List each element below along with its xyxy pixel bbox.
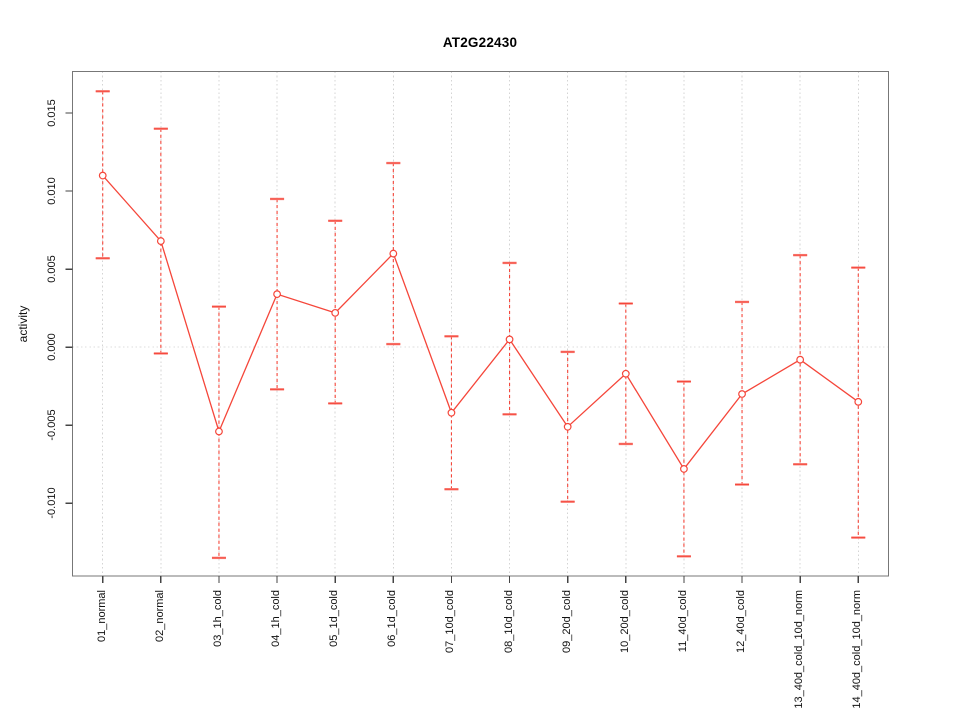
y-tick-label: 0.010	[46, 177, 58, 205]
x-tick-label: 07_10d_cold	[444, 590, 457, 654]
data-point	[505, 335, 514, 344]
x-tick-label: 12_40d_cold	[735, 590, 748, 654]
data-point	[98, 171, 107, 180]
data-point	[563, 422, 572, 431]
x-tick-label: 14_40d_cold_10d_norm	[851, 590, 864, 709]
data-point	[680, 465, 688, 473]
plot-box	[71, 70, 890, 577]
data-point	[273, 290, 281, 299]
x-tick-label: 01_normal	[95, 590, 108, 642]
x-tick-label: 08_10d_cold	[502, 590, 515, 654]
y-tick-label: -0.005	[46, 409, 58, 441]
x-tick-label: 13_40d_cold_10d_norm	[793, 590, 806, 709]
data-point	[156, 237, 165, 245]
x-tick-label: 10_20d_cold	[618, 590, 631, 654]
x-tick-label: 05_1d_cold	[328, 590, 341, 647]
chart-title: AT2G22430	[442, 35, 518, 50]
x-tick-label: 09_20d_cold	[560, 590, 573, 654]
x-tick-label: 02_normal	[153, 590, 166, 642]
x-tick-label: 04_1h_cold	[270, 590, 283, 647]
data-point	[796, 355, 805, 364]
data-point	[331, 308, 340, 317]
x-tick-label: 11_40d_cold	[676, 590, 689, 653]
y-tick-label: -0.010	[46, 487, 58, 519]
y-tick-label: 0.015	[46, 99, 58, 127]
data-point	[447, 408, 456, 417]
data-point	[621, 369, 630, 378]
x-tick-label: 03_1h_cold	[211, 590, 224, 647]
series-line	[102, 175, 859, 471]
x-tick-label: 06_1d_cold	[386, 590, 399, 647]
y-tick-label: 0.005	[46, 255, 58, 283]
data-point	[738, 390, 746, 398]
data-point	[389, 249, 398, 258]
y-tick-label: 0.000	[46, 333, 58, 361]
data-point	[215, 427, 223, 436]
data-point	[854, 397, 863, 406]
